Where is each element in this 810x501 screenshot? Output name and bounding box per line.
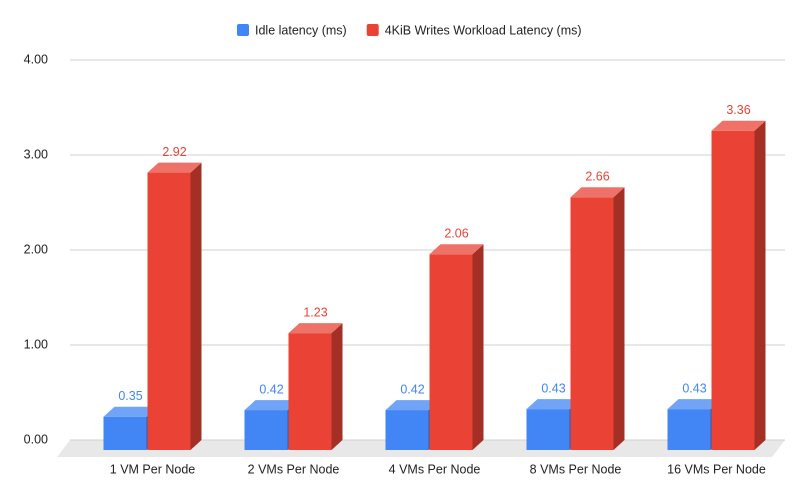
bar-front (711, 130, 755, 451)
bar-front (570, 197, 614, 450)
bar-top (667, 399, 722, 410)
bar-side (190, 162, 202, 450)
y-tick-label: 1.00 (24, 337, 48, 351)
bar-side (472, 244, 484, 450)
bar-front (103, 416, 147, 450)
bar-top (244, 400, 299, 411)
x-tick-label: 16 VMs Per Node (667, 462, 766, 476)
bar-front (288, 333, 332, 450)
bar-front (147, 172, 191, 450)
value-label: 0.42 (400, 382, 424, 396)
bar (570, 187, 625, 451)
x-tick-label: 4 VMs Per Node (389, 462, 481, 476)
bar-front (526, 409, 570, 450)
bar (103, 406, 158, 450)
value-label: 0.42 (259, 382, 283, 396)
value-label: 0.43 (682, 381, 706, 395)
legend-swatch (237, 24, 249, 36)
x-tick-label: 1 VM Per Node (110, 462, 196, 476)
bar-front (429, 254, 473, 450)
bar-front (667, 409, 711, 450)
x-tick-label: 2 VMs Per Node (248, 462, 340, 476)
value-label: 1.23 (303, 305, 327, 319)
bar-top (288, 323, 343, 334)
bar-top (711, 120, 766, 131)
bar-top (570, 187, 625, 198)
value-label: 2.92 (162, 145, 186, 159)
x-tick-label: 8 VMs Per Node (530, 462, 622, 476)
value-label: 0.35 (118, 389, 142, 403)
y-tick-label: 0.00 (24, 432, 48, 446)
bar (147, 162, 202, 450)
y-tick-label: 2.00 (24, 242, 48, 256)
legend-label: 4KiB Writes Workload Latency (ms) (385, 23, 582, 37)
bar-top (147, 162, 202, 173)
value-label: 2.66 (585, 170, 609, 184)
value-label: 0.43 (541, 381, 565, 395)
bar-top (385, 400, 440, 411)
y-tick-label: 4.00 (24, 52, 48, 66)
bar-top (103, 406, 158, 417)
bar-front (385, 410, 429, 450)
legend-label: Idle latency (ms) (255, 23, 347, 37)
bar-top (526, 399, 581, 410)
value-label: 2.06 (444, 227, 468, 241)
y-tick-label: 3.00 (24, 147, 48, 161)
bar-side (331, 323, 343, 450)
legend-swatch (366, 24, 379, 36)
value-label: 3.36 (726, 103, 750, 117)
bar-top (429, 244, 484, 255)
bar-side (613, 187, 625, 451)
bar (711, 120, 766, 451)
bar (429, 244, 484, 450)
bar-front (244, 410, 288, 450)
bar-side (754, 120, 766, 451)
bar (288, 323, 343, 450)
